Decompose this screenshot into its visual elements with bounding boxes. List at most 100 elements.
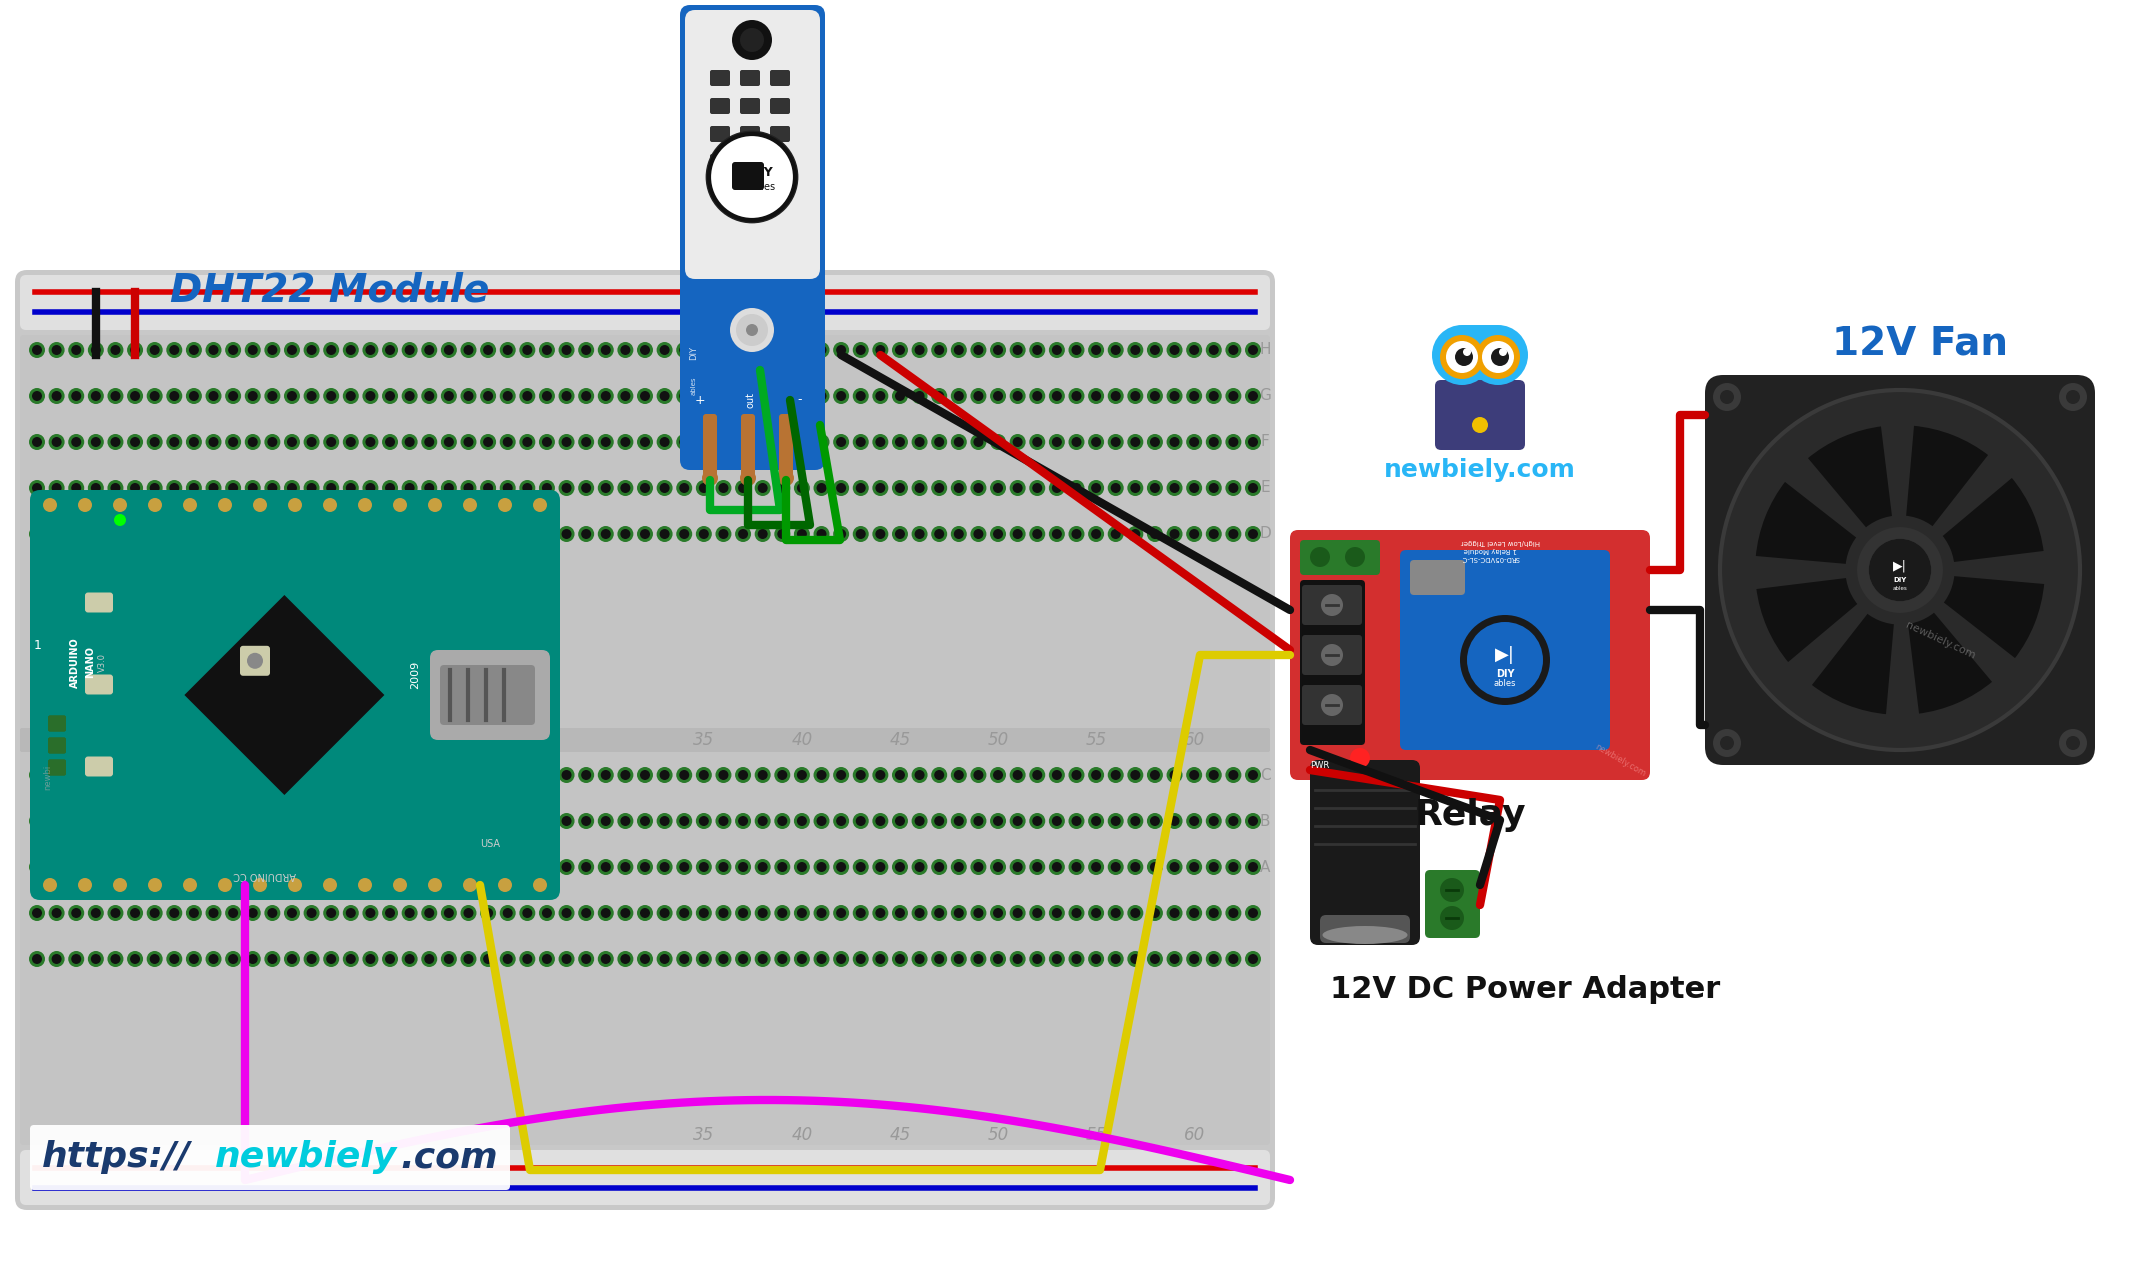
Circle shape <box>1091 817 1101 825</box>
Circle shape <box>577 858 594 875</box>
Circle shape <box>856 391 865 401</box>
Circle shape <box>1225 858 1242 875</box>
Circle shape <box>422 526 437 541</box>
Circle shape <box>1446 341 1478 373</box>
Circle shape <box>381 434 398 450</box>
Circle shape <box>1069 342 1084 358</box>
Circle shape <box>852 858 869 875</box>
Circle shape <box>1010 388 1027 404</box>
Circle shape <box>1131 529 1140 539</box>
Circle shape <box>228 529 239 539</box>
Circle shape <box>111 908 121 918</box>
Circle shape <box>149 862 160 872</box>
Circle shape <box>1225 481 1242 496</box>
Circle shape <box>405 437 415 448</box>
Text: 45: 45 <box>890 730 912 749</box>
Circle shape <box>541 345 552 355</box>
Circle shape <box>264 813 281 829</box>
Circle shape <box>1225 434 1242 450</box>
Circle shape <box>247 437 258 448</box>
Circle shape <box>892 342 907 358</box>
Circle shape <box>1169 437 1180 448</box>
Circle shape <box>754 342 771 358</box>
Circle shape <box>639 529 650 539</box>
Circle shape <box>168 908 179 918</box>
Circle shape <box>87 858 104 875</box>
Circle shape <box>775 526 790 541</box>
Circle shape <box>1052 770 1063 780</box>
Circle shape <box>950 434 967 450</box>
Circle shape <box>87 813 104 829</box>
Circle shape <box>794 388 809 404</box>
Circle shape <box>797 483 807 493</box>
Circle shape <box>954 770 963 780</box>
Circle shape <box>1246 813 1261 829</box>
Circle shape <box>49 481 64 496</box>
Circle shape <box>1146 388 1163 404</box>
Circle shape <box>70 817 81 825</box>
Circle shape <box>971 951 986 967</box>
Circle shape <box>283 342 300 358</box>
Circle shape <box>268 437 277 448</box>
Circle shape <box>51 862 62 872</box>
Circle shape <box>443 817 454 825</box>
Circle shape <box>1071 908 1082 918</box>
Circle shape <box>562 437 571 448</box>
Text: High/Low Level Trigger: High/Low Level Trigger <box>1461 539 1540 545</box>
Circle shape <box>1146 905 1163 921</box>
Circle shape <box>1189 862 1199 872</box>
Circle shape <box>1127 905 1144 921</box>
Circle shape <box>268 483 277 493</box>
Circle shape <box>660 817 669 825</box>
Circle shape <box>264 481 281 496</box>
Circle shape <box>775 388 790 404</box>
Circle shape <box>699 483 709 493</box>
Circle shape <box>797 345 807 355</box>
Circle shape <box>68 858 85 875</box>
FancyBboxPatch shape <box>241 645 271 676</box>
Circle shape <box>1146 434 1163 450</box>
Circle shape <box>343 858 358 875</box>
Circle shape <box>993 862 1003 872</box>
Circle shape <box>1091 391 1101 401</box>
Circle shape <box>166 767 183 784</box>
Circle shape <box>1186 905 1201 921</box>
Circle shape <box>362 858 379 875</box>
Circle shape <box>1150 483 1161 493</box>
Circle shape <box>697 858 711 875</box>
Circle shape <box>993 437 1003 448</box>
Circle shape <box>87 526 104 541</box>
Circle shape <box>558 767 575 784</box>
Circle shape <box>68 481 85 496</box>
Circle shape <box>1246 767 1261 784</box>
Circle shape <box>735 481 752 496</box>
Circle shape <box>1186 434 1201 450</box>
Text: 60: 60 <box>1184 730 1206 749</box>
Circle shape <box>716 388 731 404</box>
Circle shape <box>226 858 241 875</box>
Circle shape <box>581 483 592 493</box>
Circle shape <box>731 308 773 353</box>
Circle shape <box>1208 483 1218 493</box>
Circle shape <box>1108 526 1125 541</box>
Circle shape <box>935 770 944 780</box>
Circle shape <box>464 862 473 872</box>
Circle shape <box>111 817 121 825</box>
Circle shape <box>87 434 104 450</box>
Circle shape <box>130 391 141 401</box>
Circle shape <box>577 951 594 967</box>
Circle shape <box>366 437 375 448</box>
Circle shape <box>539 905 556 921</box>
Circle shape <box>1146 526 1163 541</box>
Circle shape <box>1189 770 1199 780</box>
Circle shape <box>1071 391 1082 401</box>
Circle shape <box>111 483 121 493</box>
Circle shape <box>656 481 673 496</box>
Circle shape <box>1088 951 1103 967</box>
Text: +: + <box>694 393 705 407</box>
Circle shape <box>441 342 456 358</box>
Circle shape <box>1029 434 1046 450</box>
Circle shape <box>92 770 100 780</box>
Circle shape <box>1071 954 1082 964</box>
Circle shape <box>149 391 160 401</box>
